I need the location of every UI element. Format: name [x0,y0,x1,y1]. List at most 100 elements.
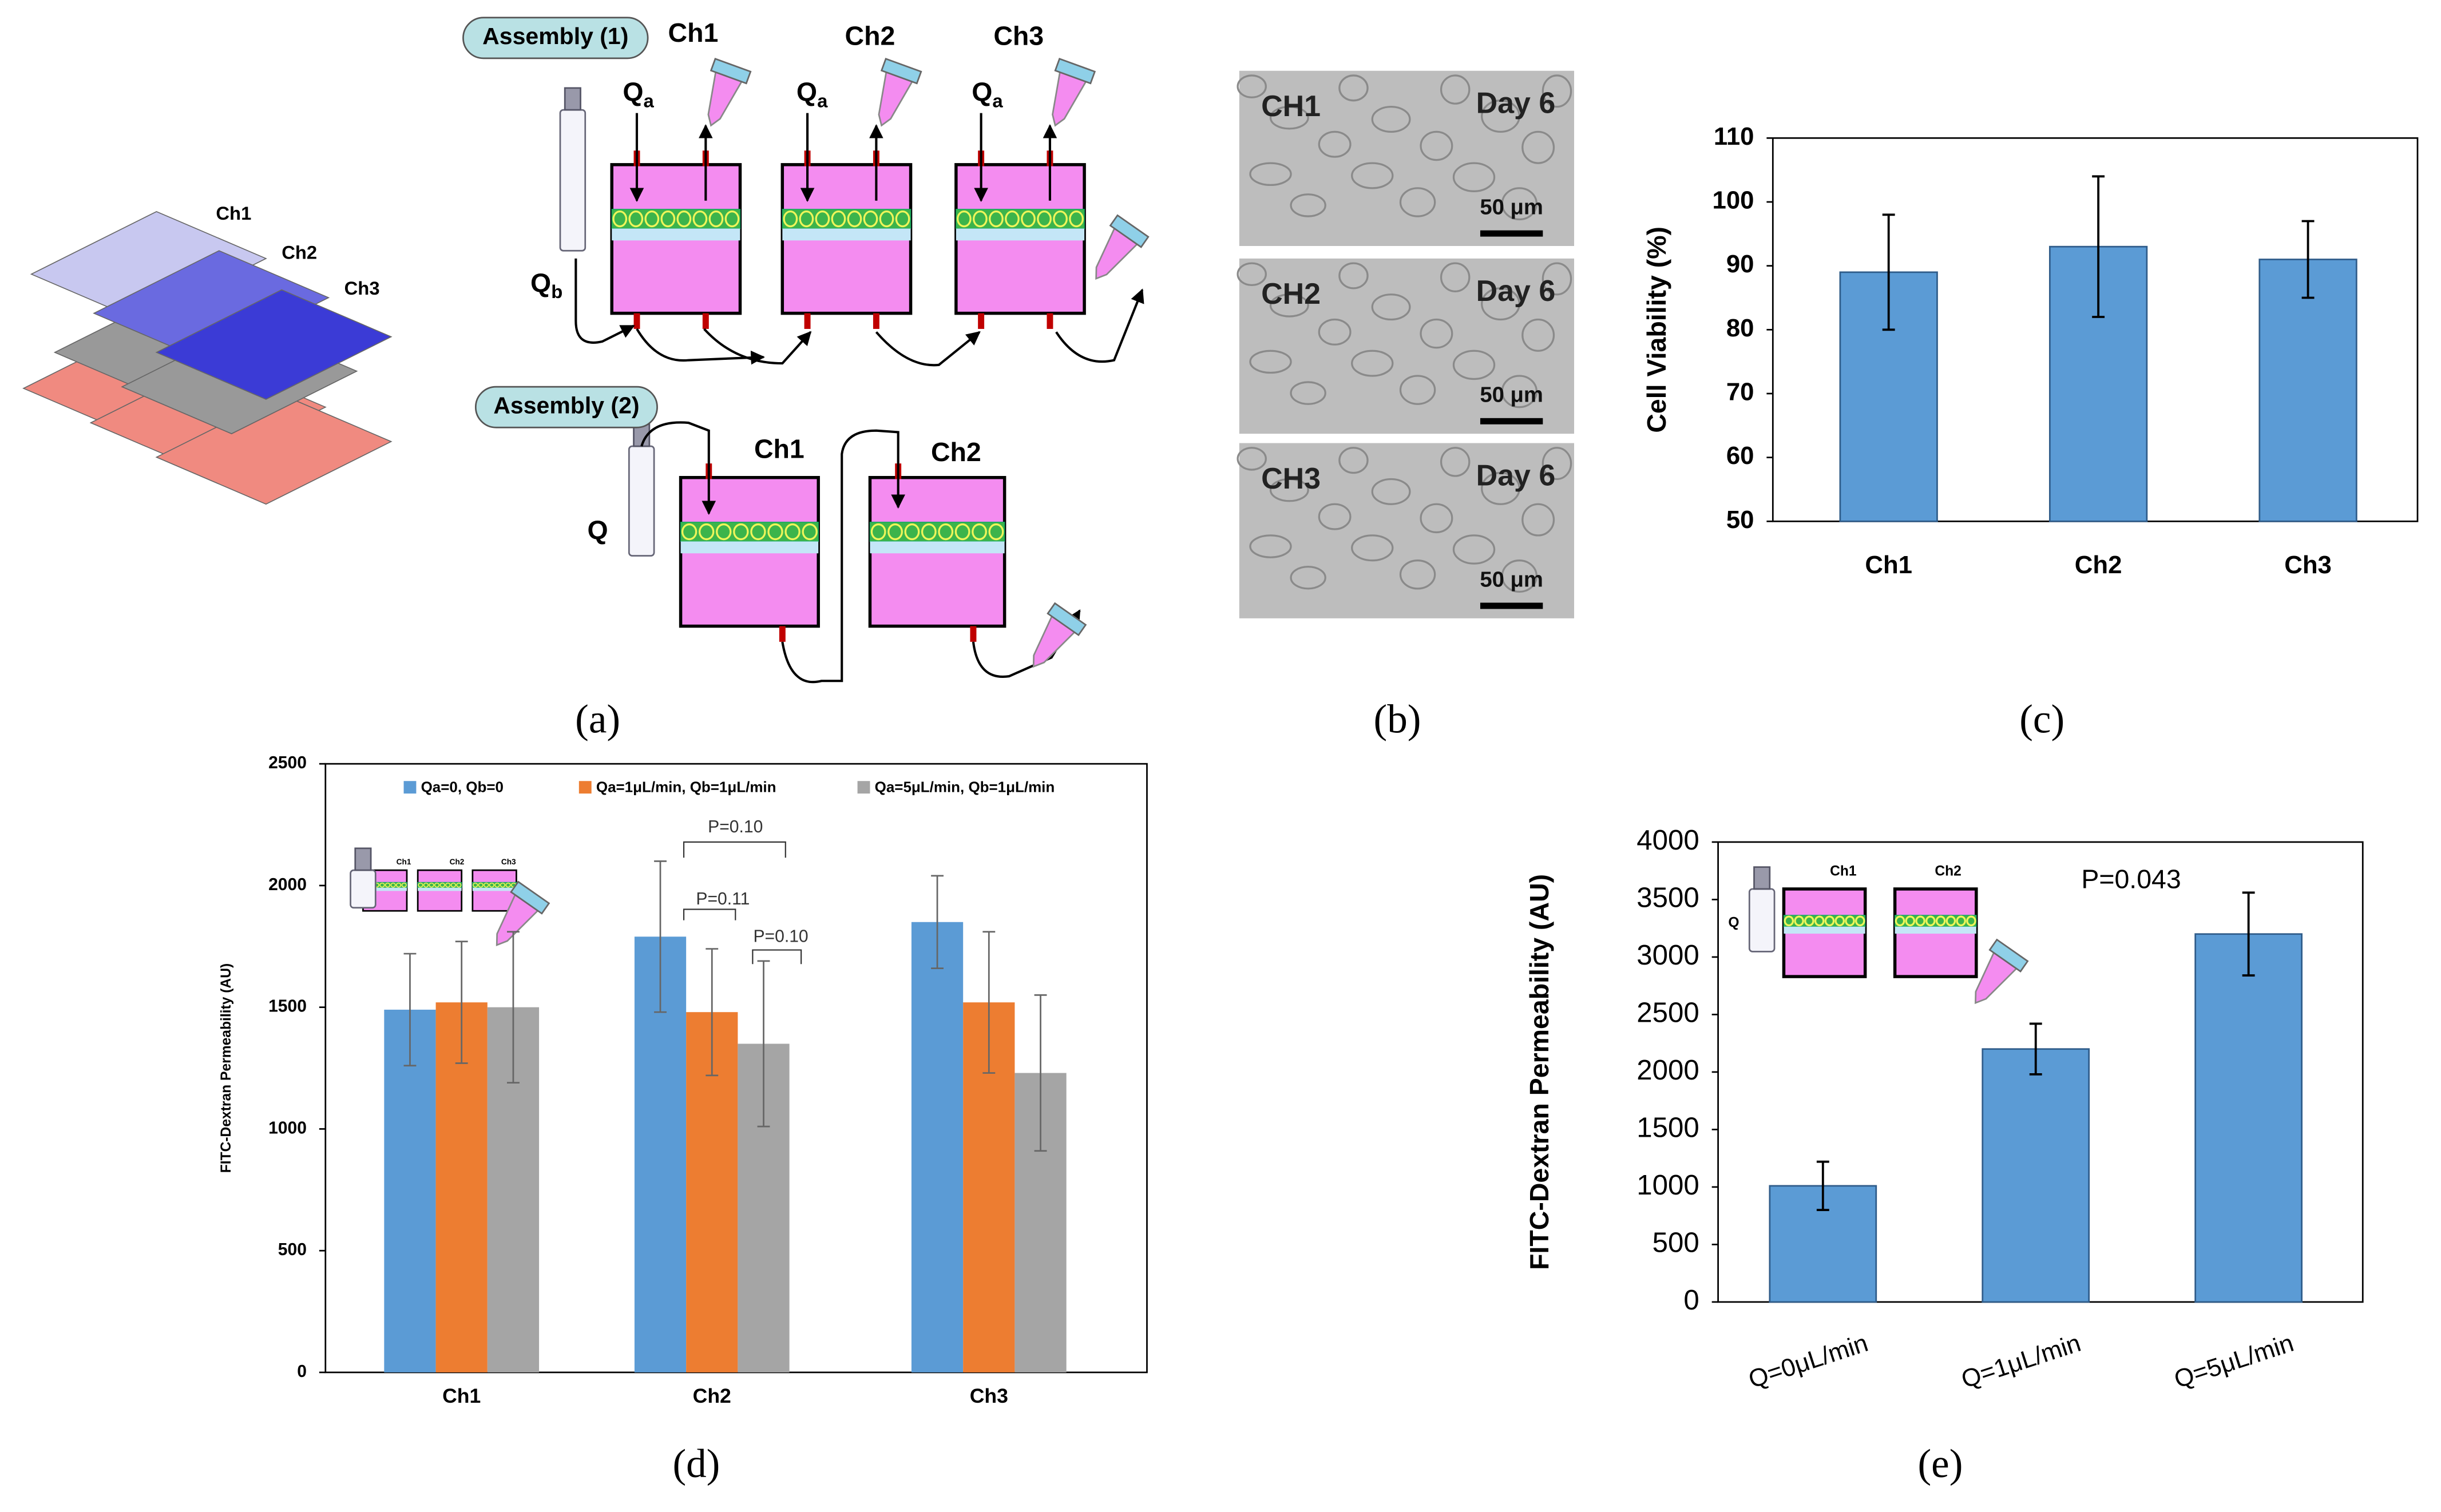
cell [500,882,506,888]
flow-symbol: Q [972,77,992,107]
cell-outline [1249,162,1292,186]
cell [972,523,987,541]
y-tick-label: 0 [1683,1284,1699,1316]
cell [1037,211,1052,228]
bar [2194,933,2303,1303]
panel-label: (e) [1917,1442,1963,1486]
cell [692,211,708,228]
cell [456,882,462,888]
flow-symbol: Q [623,77,643,107]
micrograph-day: Day 6 [1476,459,1556,492]
cell-outline [1501,559,1538,593]
layer [155,289,393,400]
cell [802,523,818,541]
cell [799,211,814,228]
cell [783,211,798,228]
significance [683,841,802,965]
flow-label: Q [588,515,608,545]
cell-outline [1542,447,1572,481]
cell [954,523,970,541]
y-tick-label: 60 [1726,442,1754,470]
syringe [559,109,587,252]
membrane [680,521,819,542]
cell [484,882,489,888]
cell [1053,211,1068,228]
micrograph-day: Day 6 [1476,275,1556,308]
cell [628,211,644,228]
flow-arrow [703,328,812,365]
port [702,313,709,329]
cell-outline [1452,350,1496,380]
cell-outline [1371,478,1411,505]
tube-cap [510,880,550,915]
cell [716,523,732,541]
error-bar [2301,220,2315,299]
cell [989,211,1004,228]
bracket [683,841,786,858]
y-tick-label: 90 [1726,250,1754,278]
cell-outline [1542,262,1572,296]
cell-outline [1318,130,1352,158]
sample-tube [1975,938,2029,1005]
cell [973,211,988,228]
cell [439,882,445,888]
cell [1845,915,1855,927]
cell [423,882,429,888]
cell-outline [1481,287,1520,321]
panel-label: (d) [672,1442,720,1486]
cell [708,211,724,228]
cell [1834,915,1845,927]
flow-symbol: Q [530,268,551,298]
cell [1956,915,1966,927]
flow-label: Qb [530,268,562,302]
cell-outline [1338,447,1369,474]
assembly-title: Assembly (1) [482,23,628,49]
flow-sub: a [644,90,655,111]
cell [379,882,385,888]
membrane [611,209,741,229]
micrograph [1239,70,1575,247]
sample-tube [1095,214,1150,280]
bracket [683,908,736,920]
cell-outline [1481,100,1520,133]
cell [505,882,511,888]
tube-cap [880,57,922,85]
y-tick-label: 500 [1653,1227,1699,1258]
cell-outline [1318,503,1352,530]
inset-label: Q [1728,915,1739,931]
cell-outline [1440,262,1471,292]
cell [1784,915,1794,927]
porous-layer [612,228,740,241]
sample-tube [878,57,922,127]
layer [30,211,267,322]
channel-label: Ch2 [931,437,981,467]
cell [612,211,628,228]
cell-outline [1440,74,1471,105]
error-bar [1882,213,1895,331]
cell [879,211,894,228]
membrane [782,209,912,229]
cell-outline [1501,375,1538,408]
error-bar [2029,1022,2042,1076]
cell [895,211,910,228]
tube-cap [710,57,752,85]
cell-outline [1249,534,1292,558]
micrograph-channel: CH1 [1261,90,1321,123]
assembly-badge [462,17,649,59]
y-tick-label: 3000 [1636,939,1699,971]
bracket [752,949,802,965]
y-tick-label: 2500 [268,753,307,772]
error-bar [507,931,520,1084]
porous-layer [680,541,819,554]
cell [478,882,484,888]
flow-arrow [1055,288,1144,363]
flow-label: Qa [623,77,654,111]
porous-layer [870,541,1005,554]
porous-layer [956,228,1085,241]
layer-label: Ch2 [282,241,317,263]
y-tick-label: 100 [1713,186,1754,215]
cell [660,211,676,228]
cell-outline [1452,162,1496,192]
cell [1824,915,1835,927]
cell-outline [1371,293,1411,321]
